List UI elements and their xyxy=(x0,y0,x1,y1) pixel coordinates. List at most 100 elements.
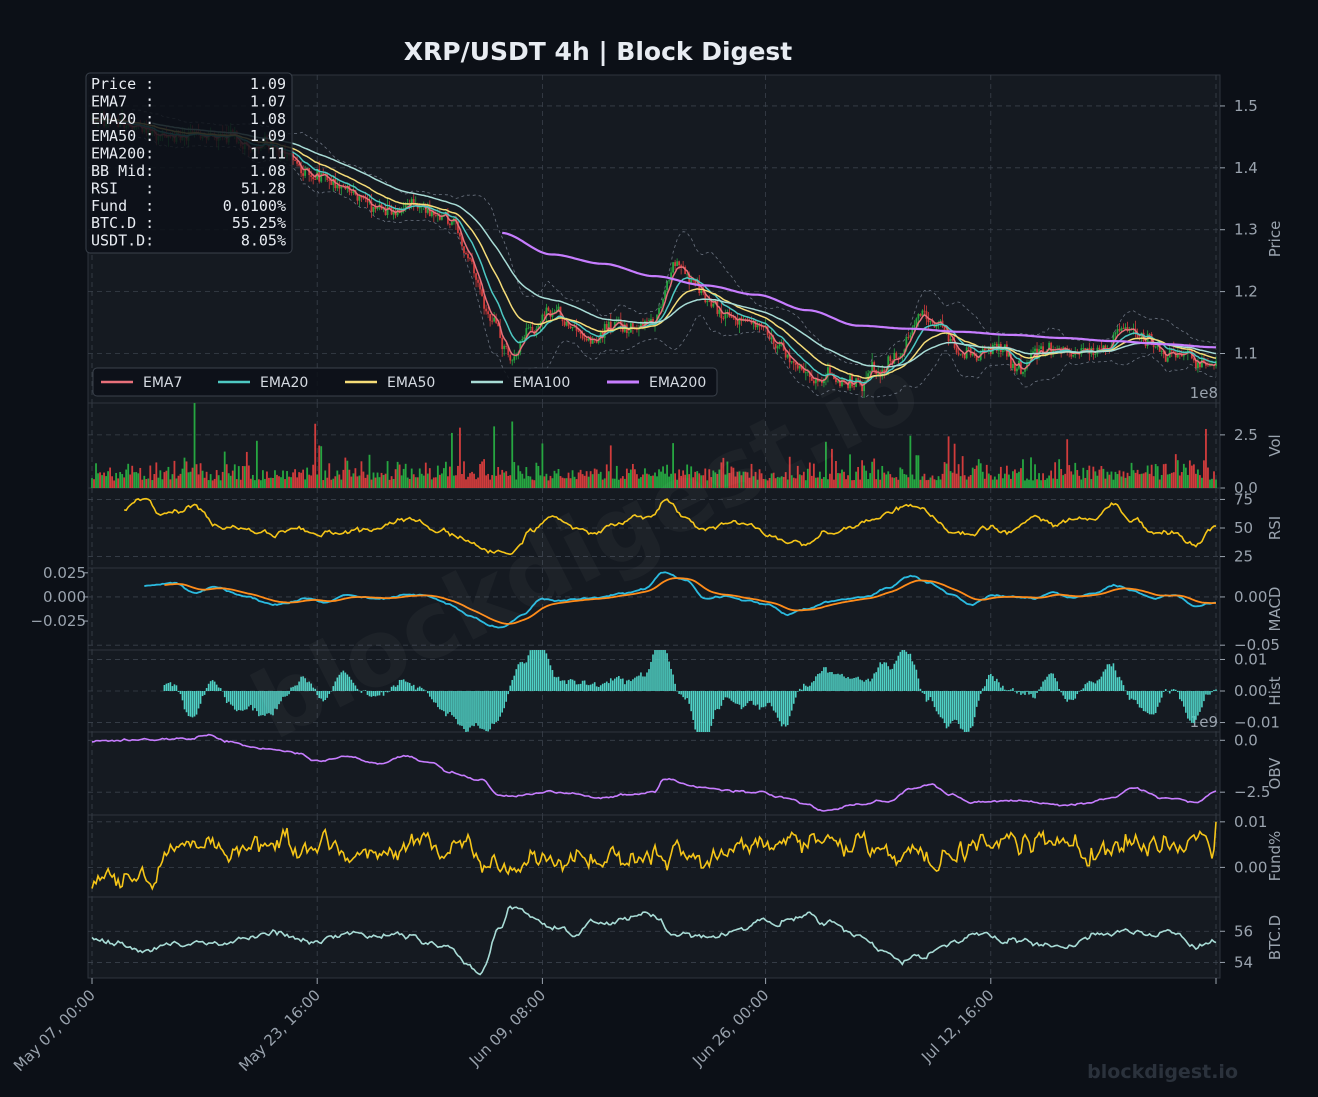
panel-obv xyxy=(87,731,1221,816)
histogram-bar xyxy=(384,691,387,692)
volume-bar xyxy=(1003,473,1006,488)
volume-bar xyxy=(1016,473,1018,488)
volume-bar xyxy=(545,473,548,488)
volume-bar xyxy=(804,480,807,488)
histogram-bar xyxy=(320,691,323,699)
volume-bar xyxy=(1096,475,1099,488)
volume-bar xyxy=(969,475,972,488)
histogram-bar xyxy=(672,674,674,691)
volume-bar xyxy=(376,472,379,488)
volume-bar xyxy=(762,478,765,488)
histogram-bar xyxy=(1142,691,1145,712)
histogram-bar xyxy=(467,691,469,732)
histogram-bar xyxy=(1170,689,1173,691)
histogram-bar xyxy=(937,691,940,715)
histogram-bar xyxy=(845,678,847,691)
volume-bar xyxy=(617,479,620,488)
histogram-bar xyxy=(189,691,192,717)
volume-bar xyxy=(143,475,146,488)
volume-bar xyxy=(113,480,116,488)
histogram-bar xyxy=(682,691,684,698)
volume-bar xyxy=(121,474,124,488)
histogram-bar xyxy=(686,691,688,699)
histogram-bar xyxy=(788,691,791,717)
histogram-bar xyxy=(1156,691,1159,707)
histogram-bar xyxy=(1185,691,1187,713)
volume-bar xyxy=(702,475,705,488)
histogram-bar xyxy=(658,650,660,691)
histogram-bar xyxy=(310,683,312,691)
volume-bar xyxy=(262,470,264,488)
volume-bar xyxy=(748,477,751,488)
volume-bar xyxy=(302,469,305,488)
volume-bar xyxy=(993,476,996,488)
volume-bar xyxy=(959,476,962,488)
volume-bar xyxy=(897,479,900,488)
histogram-bar xyxy=(1088,680,1091,691)
histogram-bar xyxy=(1152,691,1155,715)
volume-bar xyxy=(895,477,898,488)
volume-bar xyxy=(889,474,892,488)
volume-bar xyxy=(965,479,968,488)
histogram-bar xyxy=(738,691,741,705)
candle-body xyxy=(392,211,395,215)
histogram-bar xyxy=(983,686,986,691)
histogram-bar xyxy=(1179,691,1181,700)
histogram-bar xyxy=(165,683,168,691)
candle-body xyxy=(690,279,693,285)
legend-label-ema100: EMA100 xyxy=(513,375,570,391)
histogram-bar xyxy=(670,668,672,691)
volume-bar xyxy=(434,477,437,488)
histogram-bar xyxy=(706,691,709,732)
histogram-bar xyxy=(475,691,477,724)
histogram-bar xyxy=(1064,691,1066,699)
candle-body xyxy=(627,332,630,334)
volume-bar xyxy=(766,480,769,488)
volume-bar xyxy=(760,473,763,488)
candle-body xyxy=(1014,363,1016,372)
histogram-bar xyxy=(776,691,779,718)
volume-bar xyxy=(336,470,339,488)
histogram-bar xyxy=(726,691,729,698)
volume-bar xyxy=(145,479,148,488)
volume-bar xyxy=(752,476,755,488)
histogram-bar xyxy=(264,691,266,716)
candle-body xyxy=(1197,362,1199,369)
histogram-bar xyxy=(616,677,618,691)
histogram-bar xyxy=(628,679,630,691)
info-value: 51.28 xyxy=(241,179,286,197)
candle-body xyxy=(812,380,815,384)
y-tick-price: 1.2 xyxy=(1234,283,1258,301)
candle-body xyxy=(491,320,494,322)
candle-body xyxy=(893,352,896,364)
histogram-bar xyxy=(973,691,976,718)
volume-bar xyxy=(581,474,584,488)
candle-body xyxy=(583,338,586,340)
histogram-bar xyxy=(620,678,622,691)
volume-bar xyxy=(268,477,270,488)
volume-bar xyxy=(784,472,787,488)
histogram-bar xyxy=(1072,691,1075,701)
volume-bar xyxy=(280,477,282,488)
volume-bar xyxy=(814,477,817,488)
histogram-bar xyxy=(1205,691,1207,695)
histogram-bar xyxy=(433,691,435,703)
histogram-bar xyxy=(772,691,775,711)
candle-body xyxy=(772,337,775,344)
candle-body xyxy=(404,205,407,210)
volume-bar xyxy=(438,474,441,488)
candle-body xyxy=(436,215,439,216)
volume-bar xyxy=(883,472,886,488)
candle-body xyxy=(923,310,926,312)
volume-bar xyxy=(151,480,154,488)
histogram-bar xyxy=(955,691,958,721)
candle-body xyxy=(352,190,355,193)
candle-body xyxy=(802,369,805,373)
volume-bar xyxy=(909,435,912,488)
volume-bar xyxy=(1106,471,1109,488)
volume-bar xyxy=(648,474,650,488)
candle-body xyxy=(294,160,296,161)
candle-body xyxy=(1205,363,1207,366)
candle-body xyxy=(451,221,453,225)
volume-bar xyxy=(241,466,244,488)
